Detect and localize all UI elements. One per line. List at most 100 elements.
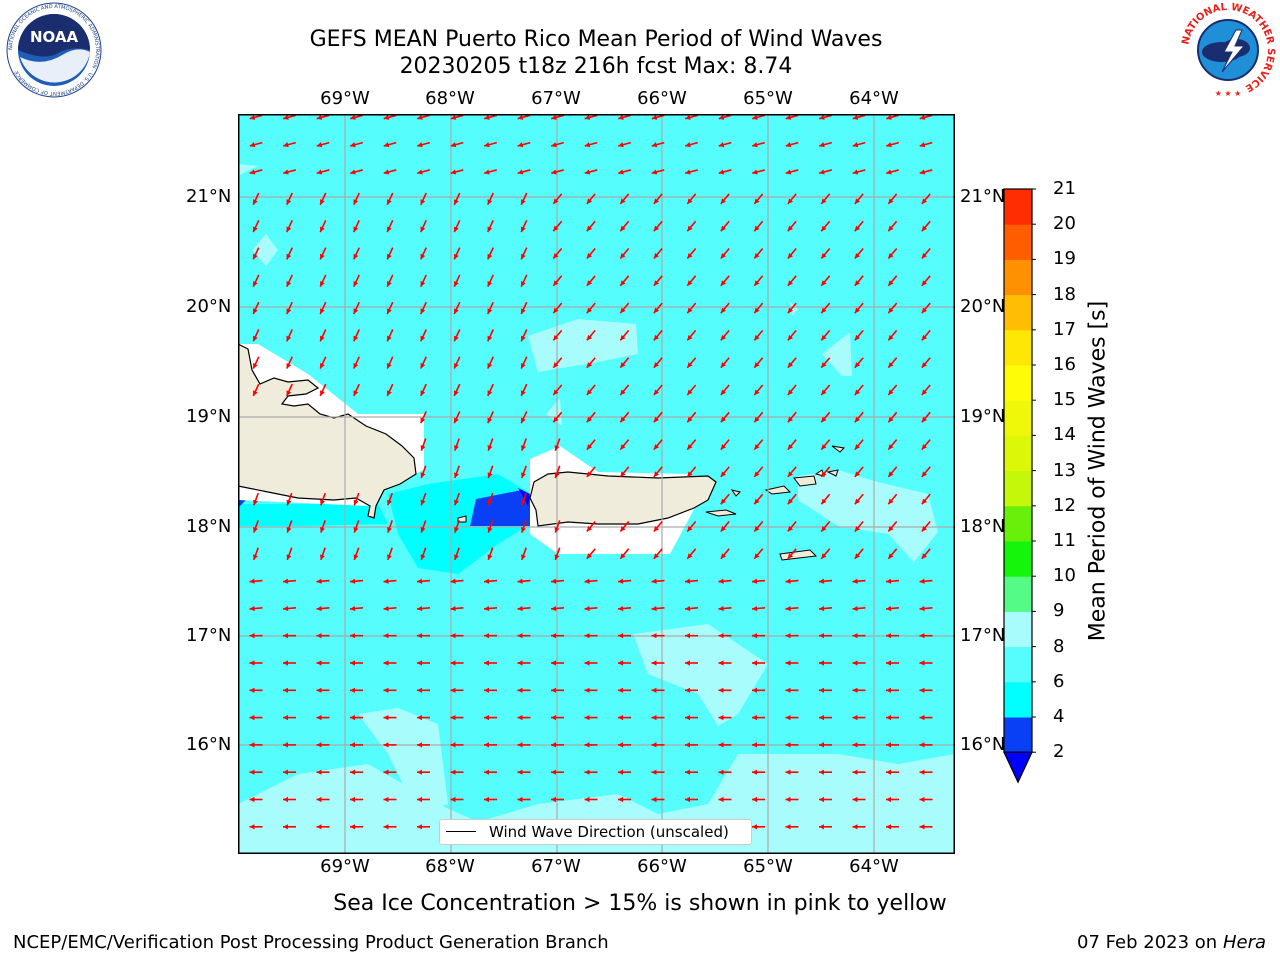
- wave-direction-arrowhead: [919, 578, 925, 584]
- wave-direction-arrowhead: [821, 416, 827, 423]
- wave-direction-arrowhead: [417, 796, 422, 803]
- colorbar-cell: [1004, 717, 1032, 753]
- wave-direction-arrowhead: [517, 633, 523, 639]
- wave-direction-arrowhead: [420, 226, 426, 233]
- wave-direction-arrowhead: [249, 114, 256, 120]
- wave-direction-arrowhead: [383, 114, 390, 120]
- wave-direction-arrowhead: [551, 169, 557, 175]
- colorbar-cell: [1004, 189, 1032, 225]
- wave-direction-arrowhead: [350, 742, 355, 748]
- wave-direction-arrowhead: [687, 525, 693, 532]
- nws-logo: NATIONAL WEATHER SERVICE ★ ★ ★: [1179, 1, 1277, 99]
- wave-direction-arrowhead: [450, 169, 457, 175]
- colorbar-under-extension: [1003, 751, 1033, 784]
- wave-direction-arrowhead: [320, 281, 325, 287]
- wave-direction-arrowhead: [888, 225, 894, 232]
- left-lat-label: 19°N: [186, 406, 232, 427]
- wave-direction-arrowhead: [586, 362, 593, 368]
- wave-direction-arrowhead: [854, 525, 861, 532]
- wave-direction-arrowhead: [752, 114, 758, 120]
- wave-direction-arrowhead: [651, 742, 657, 748]
- wave-direction-arrowhead: [787, 444, 794, 450]
- wave-direction-arrowhead: [320, 554, 325, 560]
- wave-direction-arrowhead: [283, 578, 289, 584]
- wave-direction-arrowhead: [854, 252, 861, 259]
- wave-direction-arrowhead: [687, 334, 693, 341]
- wave-direction-arrowhead: [618, 142, 624, 148]
- wave-direction-arrowhead: [454, 281, 459, 287]
- wave-direction-arrowhead: [283, 742, 288, 748]
- wave-direction-arrowhead: [454, 417, 459, 424]
- wave-direction-arrowhead: [484, 687, 489, 693]
- wave-direction-arrowhead: [584, 769, 590, 775]
- wave-direction-arrowhead: [685, 605, 691, 612]
- wave-direction-arrowhead: [387, 554, 392, 560]
- wave-direction-arrowhead: [886, 114, 892, 120]
- bottom-lon-label: 68°W: [425, 856, 475, 877]
- landmass: [238, 343, 846, 561]
- colorbar-tick-label: 18: [1053, 283, 1076, 305]
- wave-direction-arrowhead: [886, 715, 891, 721]
- wave-direction-arrowhead: [620, 198, 626, 204]
- wave-direction-arrowhead: [584, 687, 590, 693]
- wave-direction-arrowhead: [687, 362, 693, 368]
- wave-direction-arrowhead: [586, 198, 593, 204]
- left-lat-label: 16°N: [186, 734, 232, 755]
- wave-direction-arrowhead: [283, 769, 288, 775]
- wave-direction-arrowhead: [554, 527, 560, 533]
- wave-direction-arrowhead: [521, 335, 526, 342]
- colorbar-tick-label: 21: [1053, 178, 1076, 199]
- wave-direction-arrowhead: [551, 114, 557, 120]
- bottom-lon-label: 66°W: [637, 856, 687, 877]
- wave-direction-arrowhead: [253, 281, 258, 287]
- wave-direction-arrowhead: [320, 499, 325, 506]
- bottom-lon-label: 64°W: [849, 856, 899, 877]
- wave-direction-arrowhead: [320, 199, 325, 205]
- top-lon-label: 66°W: [637, 88, 687, 109]
- wave-direction-arrowhead: [685, 578, 691, 584]
- wave-direction-arrowhead: [350, 142, 356, 148]
- wave-direction-arrowhead: [249, 742, 255, 748]
- wave-direction-arrowhead: [888, 471, 894, 477]
- wave-direction-arrowhead: [819, 114, 825, 120]
- wave-direction-arrowhead: [249, 142, 256, 148]
- wave-direction-arrowhead: [785, 687, 791, 693]
- wave-direction-arrowhead: [249, 769, 255, 775]
- wave-direction-arrowhead: [553, 198, 559, 204]
- wave-direction-arrowhead: [819, 824, 824, 830]
- wave-direction-arrowhead: [821, 252, 827, 259]
- wave-direction-arrowhead: [687, 389, 693, 395]
- wave-direction-arrowhead: [687, 553, 693, 559]
- wave-direction-arrowhead: [517, 796, 523, 803]
- wave-direction-arrowhead: [754, 307, 760, 314]
- wave-direction-arrowhead: [450, 578, 456, 584]
- wave-direction-arrowhead: [921, 334, 928, 341]
- wave-direction-arrowhead: [383, 824, 389, 830]
- wave-direction-arrowhead: [854, 416, 861, 423]
- wave-direction-arrowhead: [350, 605, 356, 612]
- wave-direction-arrowhead: [584, 796, 590, 803]
- wave-direction-arrowhead: [821, 362, 827, 368]
- wave-direction-arrowhead: [417, 633, 422, 639]
- wave-direction-arrowhead: [752, 605, 758, 612]
- wave-direction-arrowhead: [417, 605, 423, 612]
- wave-direction-arrowhead: [450, 114, 457, 120]
- mona-island: [457, 515, 467, 523]
- wave-direction-arrowhead: [283, 660, 288, 666]
- wave-direction-arrowhead: [821, 307, 827, 314]
- wave-direction-arrowhead: [919, 796, 925, 803]
- colorbar-tick-label: 11: [1053, 530, 1076, 551]
- wave-direction-arrowhead: [350, 660, 355, 666]
- wave-direction-arrowhead: [687, 225, 693, 232]
- wave-direction-arrowhead: [620, 334, 626, 341]
- wave-direction-arrowhead: [852, 660, 858, 666]
- wave-direction-arrowhead: [854, 334, 861, 341]
- wave-direction-arrowhead: [353, 308, 359, 314]
- wave-direction-arrowhead: [854, 553, 861, 559]
- wave-direction-arrowhead: [618, 687, 623, 693]
- wave-direction-arrowhead: [420, 308, 426, 314]
- wave-direction-arrowhead: [450, 742, 456, 748]
- wave-direction-arrowhead: [785, 605, 791, 612]
- wave-direction-arrowhead: [819, 142, 825, 148]
- top-lon-label: 65°W: [743, 88, 793, 109]
